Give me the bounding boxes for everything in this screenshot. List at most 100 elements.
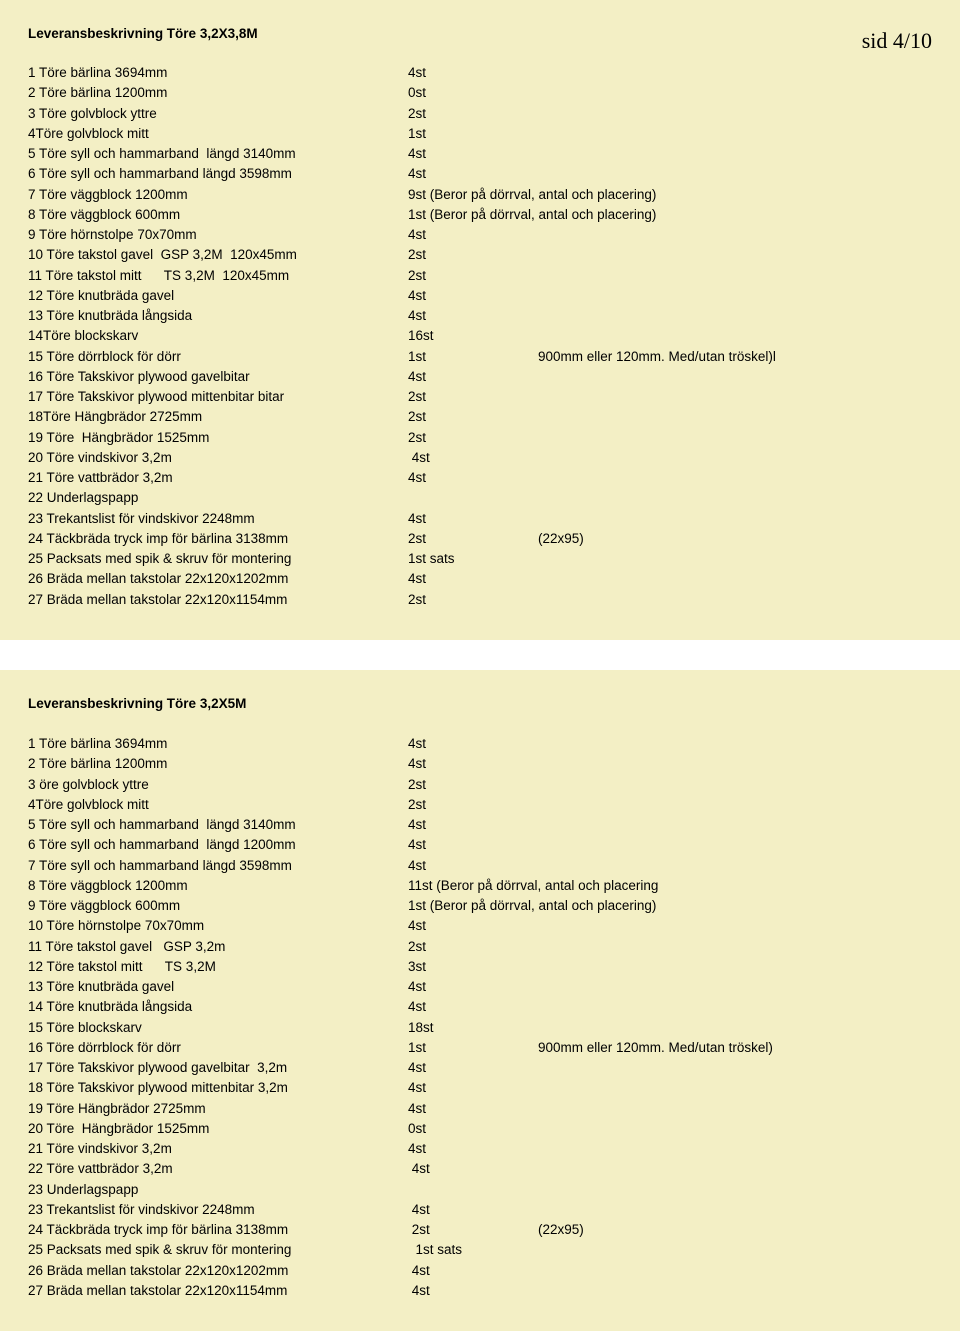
- item-qty: 1st: [408, 1038, 538, 1058]
- item-qty: 4st: [408, 286, 538, 306]
- list-item: 5 Töre syll och hammarband längd 3140mm4…: [28, 815, 932, 835]
- item-desc: 11 Töre takstol gavel GSP 3,2m: [28, 937, 408, 957]
- item-qty: 4st: [408, 306, 538, 326]
- list-item: 9 Töre väggblock 600mm1st (Beror på dörr…: [28, 896, 932, 916]
- item-desc: 3 öre golvblock yttre: [28, 775, 408, 795]
- item-desc: 14Töre blockskarv: [28, 326, 408, 346]
- item-qty: 1st (Beror på dörrval, antal och placeri…: [408, 205, 538, 225]
- item-desc: 23 Underlagspapp: [28, 1180, 408, 1200]
- item-qty: 4st: [408, 1281, 538, 1301]
- item-qty: 4st: [408, 1139, 538, 1159]
- item-note: [538, 509, 932, 529]
- item-qty: 4st: [408, 448, 538, 468]
- item-desc: 27 Bräda mellan takstolar 22x120x1154mm: [28, 1281, 408, 1301]
- item-note: [538, 549, 932, 569]
- item-note: [538, 835, 932, 855]
- list-item: 13 Töre knutbräda gavel4st: [28, 977, 932, 997]
- item-desc: 8 Töre väggblock 600mm: [28, 205, 408, 225]
- item-desc: 13 Töre knutbräda långsida: [28, 306, 408, 326]
- item-qty: 1st sats: [408, 1240, 538, 1260]
- list-item: 23 Trekantslist för vindskivor 2248mm4st: [28, 509, 932, 529]
- item-qty: 2st: [408, 428, 538, 448]
- item-qty: 2st: [408, 937, 538, 957]
- item-qty: [408, 1180, 538, 1200]
- item-desc: 12 Töre takstol mitt TS 3,2M: [28, 957, 408, 977]
- item-desc: 4Töre golvblock mitt: [28, 795, 408, 815]
- item-note: [538, 1058, 932, 1078]
- item-qty: 1st: [408, 347, 538, 367]
- item-qty: 4st: [408, 569, 538, 589]
- list-item: 6 Töre syll och hammarband längd 1200mm4…: [28, 835, 932, 855]
- list-item: 4Töre golvblock mitt1st: [28, 124, 932, 144]
- item-qty: 2st: [408, 104, 538, 124]
- item-qty: 1st (Beror på dörrval, antal och placeri…: [408, 896, 538, 916]
- item-desc: 24 Täckbräda tryck imp för bärlina 3138m…: [28, 1220, 408, 1240]
- item-desc: 2 Töre bärlina 1200mm: [28, 83, 408, 103]
- section-gap: [0, 640, 960, 670]
- item-desc: 15 Töre dörrblock för dörr: [28, 347, 408, 367]
- item-qty: 4st: [408, 509, 538, 529]
- item-note: [538, 387, 932, 407]
- item-qty: 4st: [408, 1078, 538, 1098]
- item-desc: 24 Täckbräda tryck imp för bärlina 3138m…: [28, 529, 408, 549]
- item-note: [538, 1159, 932, 1179]
- item-note: [538, 1261, 932, 1281]
- item-note: (22x95): [538, 529, 932, 549]
- item-desc: 6 Töre syll och hammarband längd 1200mm: [28, 835, 408, 855]
- item-note: [538, 104, 932, 124]
- item-note: [538, 407, 932, 427]
- item-qty: 9st (Beror på dörrval, antal och placeri…: [408, 185, 538, 205]
- item-note: [538, 1200, 932, 1220]
- item-desc: 22 Underlagspapp: [28, 488, 408, 508]
- list-item: 21 Töre vattbrädor 3,2m4st: [28, 468, 932, 488]
- item-qty: 4st: [408, 977, 538, 997]
- list-item: 3 öre golvblock yttre2st: [28, 775, 932, 795]
- list-item: 1 Töre bärlina 3694mm4st: [28, 63, 932, 83]
- list-item: 2 Töre bärlina 1200mm0st: [28, 83, 932, 103]
- section-2-title: Leveransbeskrivning Töre 3,2X5M: [28, 694, 932, 714]
- list-item: 19 Töre Hängbrädor 1525mm2st: [28, 428, 932, 448]
- list-item: 2 Töre bärlina 1200mm4st: [28, 754, 932, 774]
- list-item: 12 Töre knutbräda gavel4st: [28, 286, 932, 306]
- section-1-header: Leveransbeskrivning Töre 3,2X3,8M sid 4/…: [28, 24, 932, 57]
- item-note: 900mm eller 120mm. Med/utan tröskel): [538, 1038, 932, 1058]
- item-qty: 3st: [408, 957, 538, 977]
- item-qty: 4st: [408, 367, 538, 387]
- item-desc: 17 Töre Takskivor plywood gavelbitar 3,2…: [28, 1058, 408, 1078]
- item-desc: 16 Töre dörrblock för dörr: [28, 1038, 408, 1058]
- item-note: [538, 1180, 932, 1200]
- item-note: [538, 795, 932, 815]
- item-note: [538, 775, 932, 795]
- list-item: 22 Töre vattbrädor 3,2m 4st: [28, 1159, 932, 1179]
- list-item: 10 Töre takstol gavel GSP 3,2M 120x45mm2…: [28, 245, 932, 265]
- item-note: [538, 144, 932, 164]
- item-desc: 10 Töre takstol gavel GSP 3,2M 120x45mm: [28, 245, 408, 265]
- item-note: [538, 876, 932, 896]
- item-desc: 23 Trekantslist för vindskivor 2248mm: [28, 509, 408, 529]
- item-qty: [408, 488, 538, 508]
- list-item: 20 Töre Hängbrädor 1525mm0st: [28, 1119, 932, 1139]
- section-2-rows: 1 Töre bärlina 3694mm4st2 Töre bärlina 1…: [28, 734, 932, 1301]
- item-note: [538, 916, 932, 936]
- item-note: [538, 590, 932, 610]
- item-note: [538, 1281, 932, 1301]
- list-item: 15 Töre blockskarv18st: [28, 1018, 932, 1038]
- section-1-title: Leveransbeskrivning Töre 3,2X3,8M: [28, 24, 258, 44]
- list-item: 25 Packsats med spik & skruv för monteri…: [28, 1240, 932, 1260]
- item-qty: 4st: [408, 225, 538, 245]
- item-qty: 4st: [408, 1099, 538, 1119]
- item-qty: 2st: [408, 245, 538, 265]
- list-item: 27 Bräda mellan takstolar 22x120x1154mm2…: [28, 590, 932, 610]
- list-item: 4Töre golvblock mitt2st: [28, 795, 932, 815]
- item-qty: 16st: [408, 326, 538, 346]
- page-label: sid 4/10: [862, 24, 932, 57]
- list-item: 27 Bräda mellan takstolar 22x120x1154mm …: [28, 1281, 932, 1301]
- item-note: [538, 1240, 932, 1260]
- list-item: 15 Töre dörrblock för dörr1st900mm eller…: [28, 347, 932, 367]
- item-qty: 4st: [408, 916, 538, 936]
- item-desc: 17 Töre Takskivor plywood mittenbitar bi…: [28, 387, 408, 407]
- item-qty: 2st: [408, 387, 538, 407]
- list-item: 14Töre blockskarv16st: [28, 326, 932, 346]
- list-item: 22 Underlagspapp: [28, 488, 932, 508]
- item-desc: 21 Töre vindskivor 3,2m: [28, 1139, 408, 1159]
